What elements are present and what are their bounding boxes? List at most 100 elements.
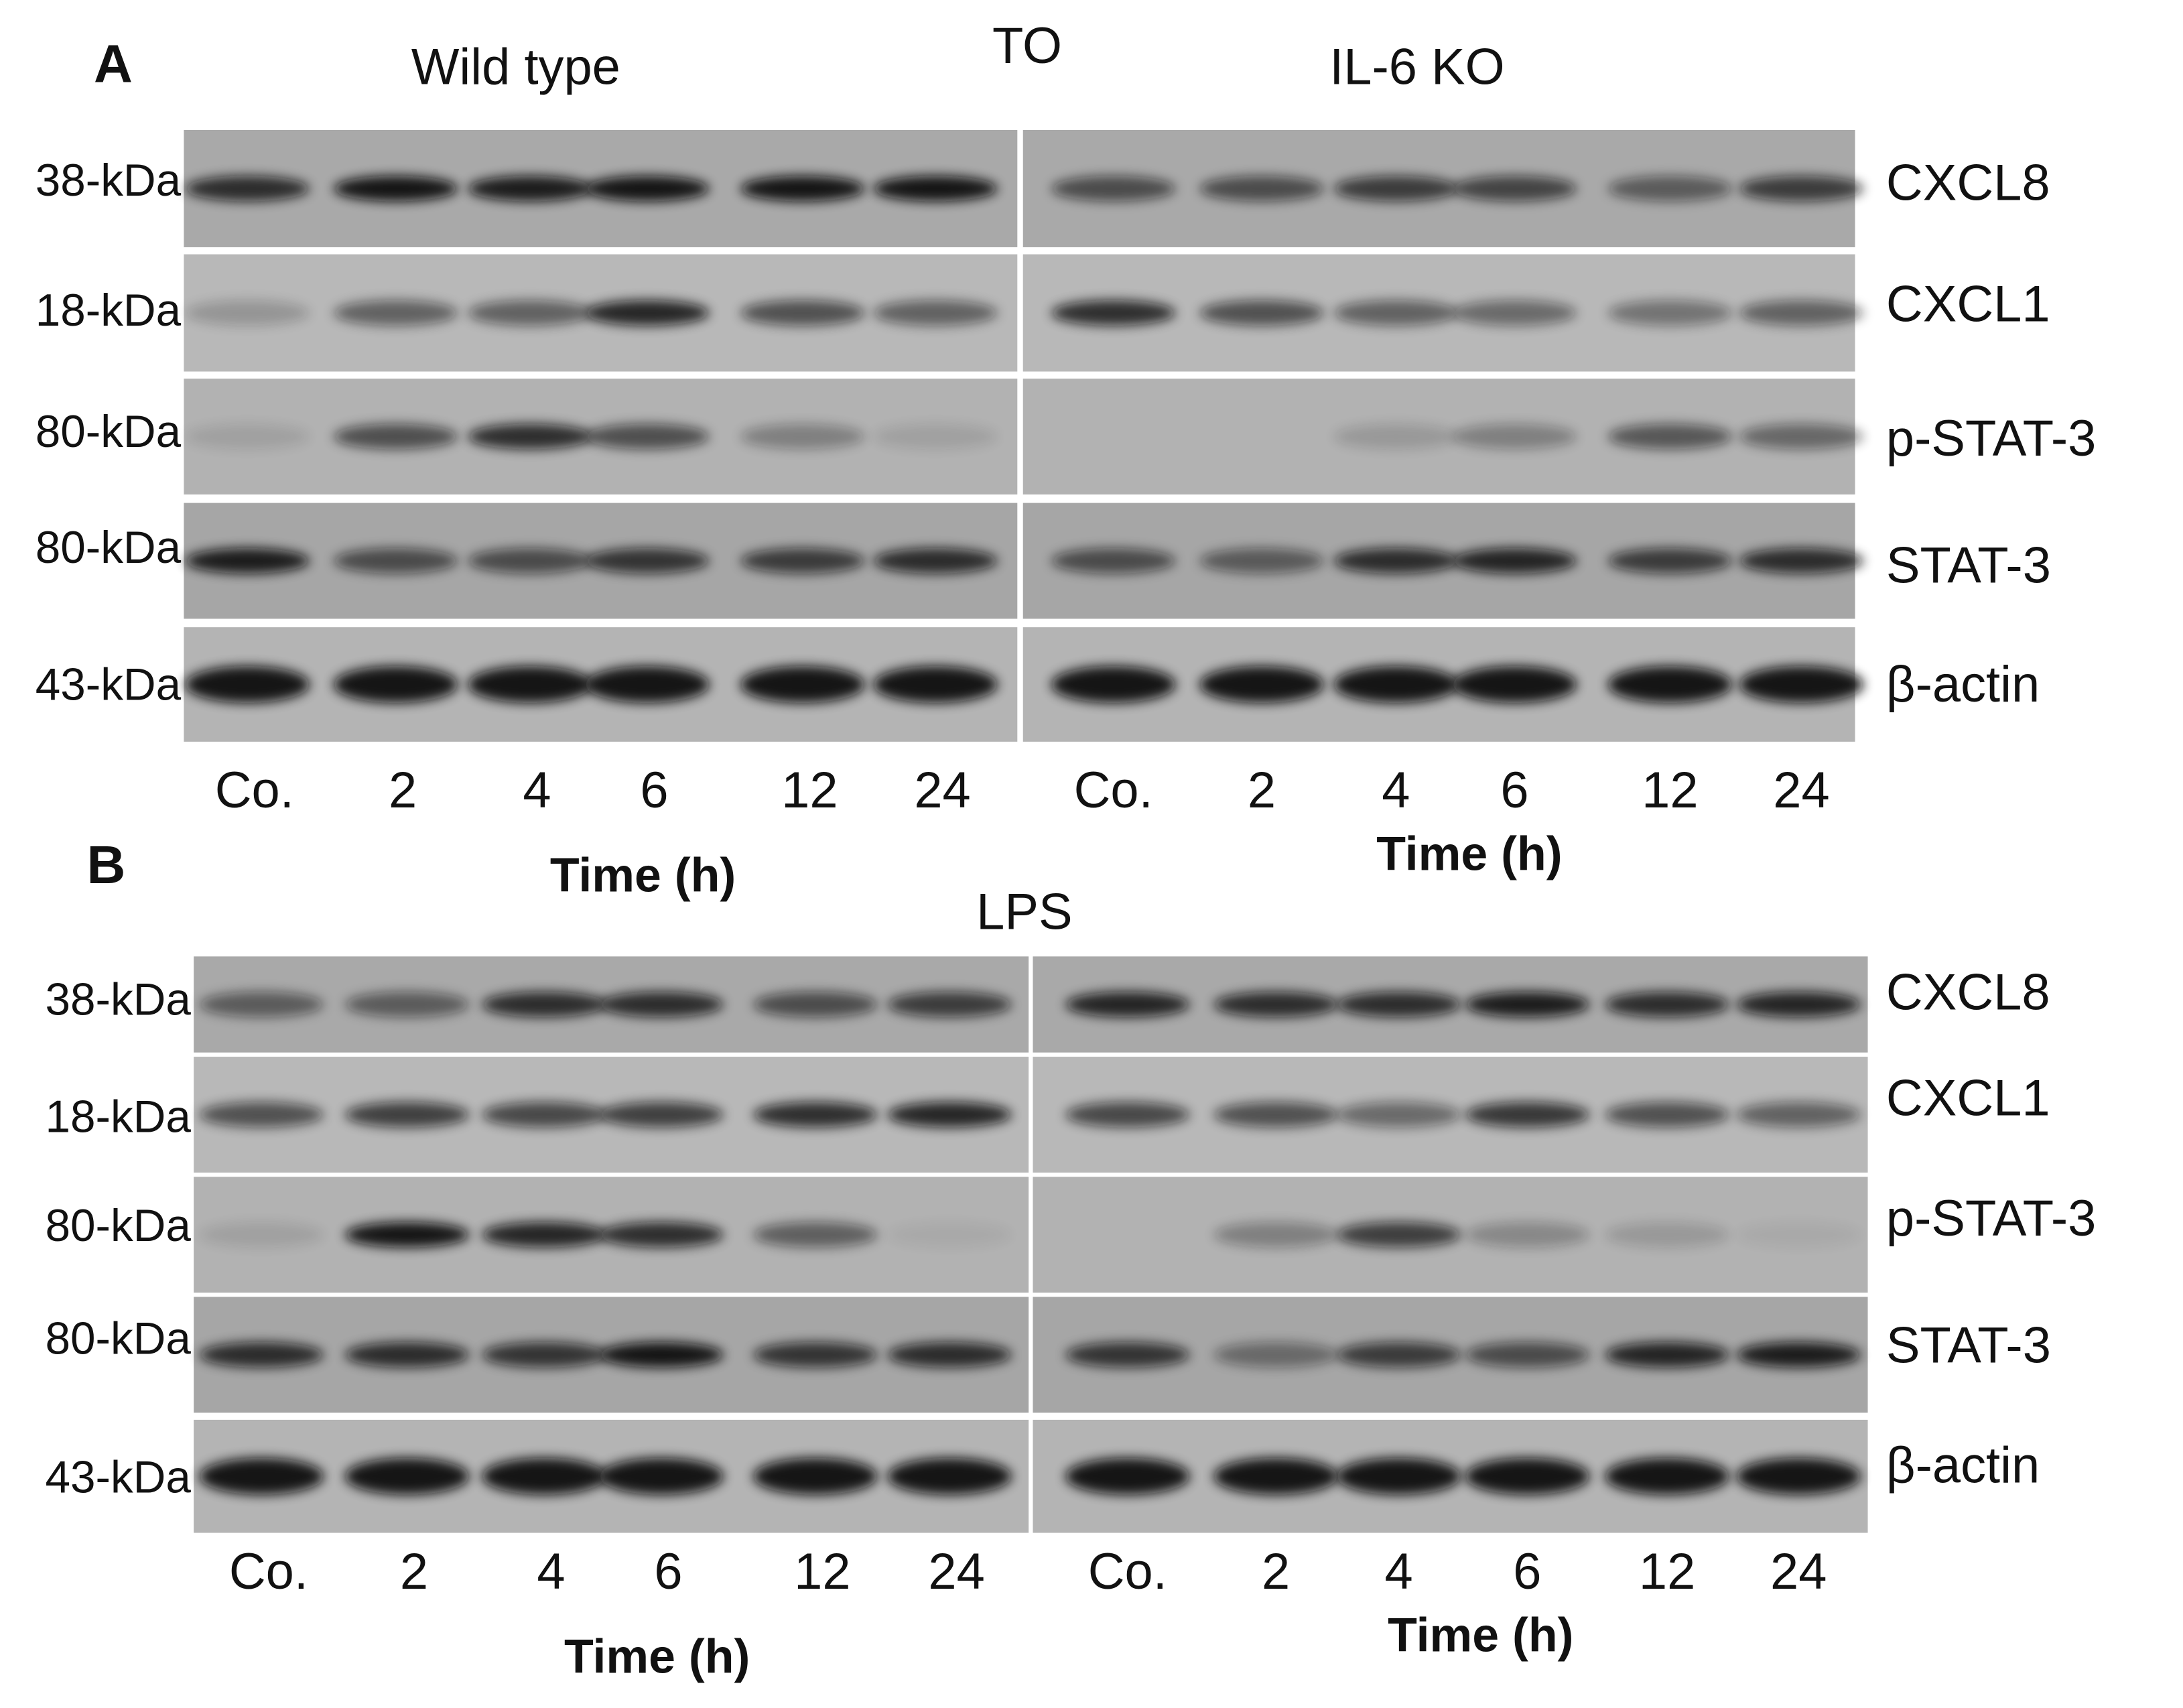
- band: [468, 423, 592, 450]
- band: [1336, 1341, 1461, 1368]
- band: [753, 1341, 878, 1368]
- band: [344, 992, 470, 1018]
- band: [1333, 666, 1459, 703]
- band: [185, 300, 310, 326]
- protein-label: CXCL8: [1886, 154, 2050, 211]
- lane-label: 12: [1639, 1543, 1695, 1600]
- lane-label: 24: [914, 762, 970, 819]
- band: [1607, 548, 1733, 574]
- band: [1607, 176, 1733, 202]
- band: [344, 1457, 470, 1495]
- band: [1736, 1457, 1861, 1495]
- band: [1051, 548, 1176, 574]
- band: [1607, 300, 1733, 326]
- panel-label: A: [94, 33, 133, 93]
- lane-label: 24: [928, 1543, 984, 1600]
- band: [1333, 300, 1459, 326]
- band: [1213, 1457, 1338, 1495]
- size-label: 43-kDa: [45, 1452, 191, 1502]
- protein-label: β-actin: [1886, 656, 2040, 713]
- protein-label: CXCL1: [1886, 1070, 2050, 1127]
- band: [185, 176, 310, 202]
- band: [873, 300, 998, 326]
- band: [1336, 1102, 1461, 1128]
- band: [185, 423, 310, 450]
- band: [1452, 666, 1577, 703]
- lane-label: 2: [1262, 1543, 1290, 1600]
- band: [1452, 423, 1577, 450]
- band: [585, 666, 710, 703]
- time-axis-label: Time (h): [564, 1630, 750, 1683]
- protein-label: p-STAT-3: [1886, 410, 2096, 467]
- band: [1199, 300, 1324, 326]
- band: [1452, 548, 1577, 574]
- band: [1739, 548, 1864, 574]
- band: [1333, 548, 1459, 574]
- band: [1336, 1457, 1461, 1495]
- band: [887, 1457, 1012, 1495]
- band: [1465, 1341, 1590, 1368]
- band: [1213, 1102, 1338, 1128]
- size-label: 80-kDa: [45, 1201, 191, 1251]
- band: [887, 1102, 1012, 1128]
- lane-label: 4: [537, 1543, 565, 1600]
- band: [1736, 1222, 1861, 1248]
- band: [1605, 1102, 1729, 1128]
- lane-label: 12: [1642, 762, 1698, 819]
- band: [185, 666, 310, 703]
- band: [1736, 1341, 1861, 1368]
- lane-label: 2: [1248, 762, 1276, 819]
- band: [1605, 1457, 1729, 1495]
- lane-label: 6: [654, 1543, 682, 1600]
- panel-label: B: [86, 834, 125, 895]
- size-label: 43-kDa: [36, 660, 182, 710]
- protein-label: CXCL8: [1886, 964, 2050, 1021]
- band: [468, 300, 592, 326]
- band: [1199, 176, 1324, 202]
- band: [887, 992, 1012, 1018]
- band: [468, 176, 592, 202]
- band: [887, 1222, 1012, 1248]
- band: [1607, 666, 1733, 703]
- band: [1452, 176, 1577, 202]
- treatment-label: LPS: [976, 883, 1072, 940]
- band: [1065, 1341, 1190, 1368]
- band: [1213, 992, 1338, 1018]
- size-label: 18-kDa: [45, 1092, 191, 1142]
- size-label: 80-kDa: [45, 1314, 191, 1364]
- band: [599, 1457, 724, 1495]
- band: [753, 1102, 878, 1128]
- lane-label: 4: [523, 762, 551, 819]
- band: [333, 423, 458, 450]
- band: [1605, 1222, 1729, 1248]
- lane-label: Co.: [1074, 762, 1153, 819]
- lane-label: Co.: [1088, 1543, 1167, 1600]
- time-axis-label: Time (h): [1388, 1609, 1573, 1662]
- band: [1213, 1222, 1338, 1248]
- band: [1065, 992, 1190, 1018]
- band: [585, 300, 710, 326]
- lane-label: 24: [1770, 1543, 1827, 1600]
- lane-label: 6: [640, 762, 668, 819]
- lane-label: 12: [781, 762, 838, 819]
- band: [599, 1102, 724, 1128]
- band: [1605, 992, 1729, 1018]
- band: [482, 1102, 606, 1128]
- band: [1065, 1457, 1190, 1495]
- protein-label: CXCL1: [1886, 276, 2050, 333]
- band: [185, 548, 310, 574]
- band: [333, 666, 458, 703]
- band: [333, 548, 458, 574]
- lane-label: Co.: [215, 762, 294, 819]
- band: [753, 1222, 878, 1248]
- band: [1333, 423, 1459, 450]
- band: [333, 300, 458, 326]
- lane-label: 4: [1382, 762, 1410, 819]
- size-label: 38-kDa: [45, 975, 191, 1025]
- band: [1736, 1102, 1861, 1128]
- band: [1213, 1341, 1338, 1368]
- band: [585, 423, 710, 450]
- band: [1051, 176, 1176, 202]
- size-label: 80-kDa: [36, 407, 182, 457]
- time-axis-label: Time (h): [1376, 828, 1562, 881]
